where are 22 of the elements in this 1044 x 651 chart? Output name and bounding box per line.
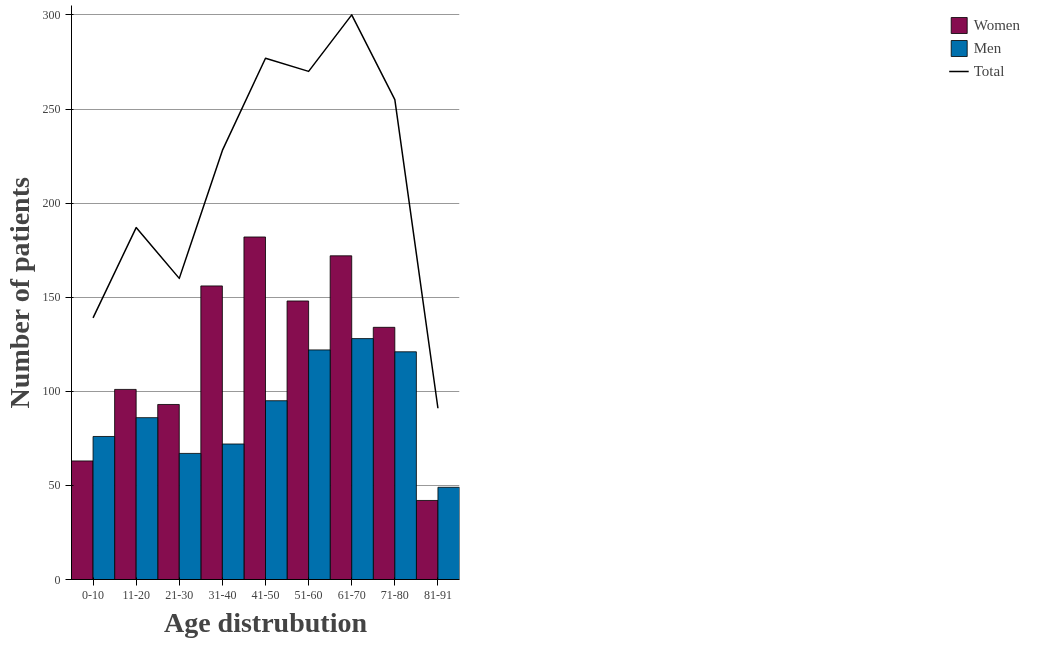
y-tick-label: 150 — [42, 290, 61, 305]
y-tick-label: 100 — [42, 384, 61, 399]
x-tick-label: 31-40 — [208, 587, 237, 602]
x-tick-label: 81-91 — [423, 587, 452, 602]
x-axis-title: Age distrubution — [163, 606, 368, 638]
y-tick-label: 200 — [42, 196, 61, 211]
y-axis-title: Number of patients — [3, 177, 35, 409]
legend-label: Total — [973, 62, 1005, 80]
x-tick-label: 41-50 — [251, 587, 280, 602]
y-tick-label: 0 — [54, 572, 61, 587]
x-tick-label: 71-80 — [380, 587, 409, 602]
x-tick-label: 21-30 — [165, 587, 194, 602]
y-tick-label: 300 — [42, 7, 61, 22]
y-tick-label: 250 — [42, 102, 61, 117]
legend-label: Women — [973, 16, 1020, 34]
x-tick-label: 0-10 — [82, 587, 105, 602]
line-series — [92, 14, 439, 409]
x-tick-label: 11-20 — [122, 587, 150, 602]
x-tick-label: 61-70 — [337, 587, 366, 602]
y-tick-label: 50 — [48, 478, 61, 493]
x-tick-label: 51-60 — [294, 587, 323, 602]
legend-label: Men — [973, 39, 1002, 57]
